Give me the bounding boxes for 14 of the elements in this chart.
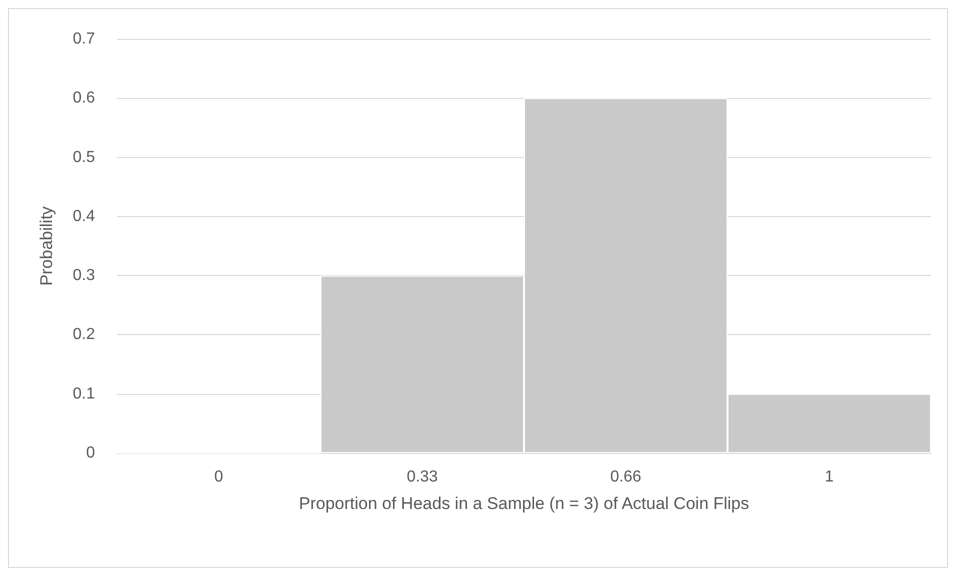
x-axis-title: Proportion of Heads in a Sample (n = 3) of Actual Coin Flips: [298, 494, 750, 513]
y-tick-label: 0.3: [72, 267, 96, 284]
x-tick-label: 0.66: [610, 468, 642, 486]
y-tick-label: 0.5: [72, 148, 96, 166]
x-tick-label: 1: [824, 468, 834, 486]
y-axis-title: Probability: [37, 206, 56, 286]
y-tick-label: 0.4: [72, 208, 96, 225]
x-tick-label: 0: [214, 468, 224, 486]
y-tick-label: 0.7: [72, 30, 96, 48]
y-tick-label: 0.1: [72, 385, 96, 402]
y-tick-label: 0.6: [72, 90, 96, 107]
y-tick-label: 0: [86, 444, 96, 462]
x-tick-label: 0.33: [406, 468, 438, 486]
y-tick-label: 0.2: [72, 326, 96, 344]
